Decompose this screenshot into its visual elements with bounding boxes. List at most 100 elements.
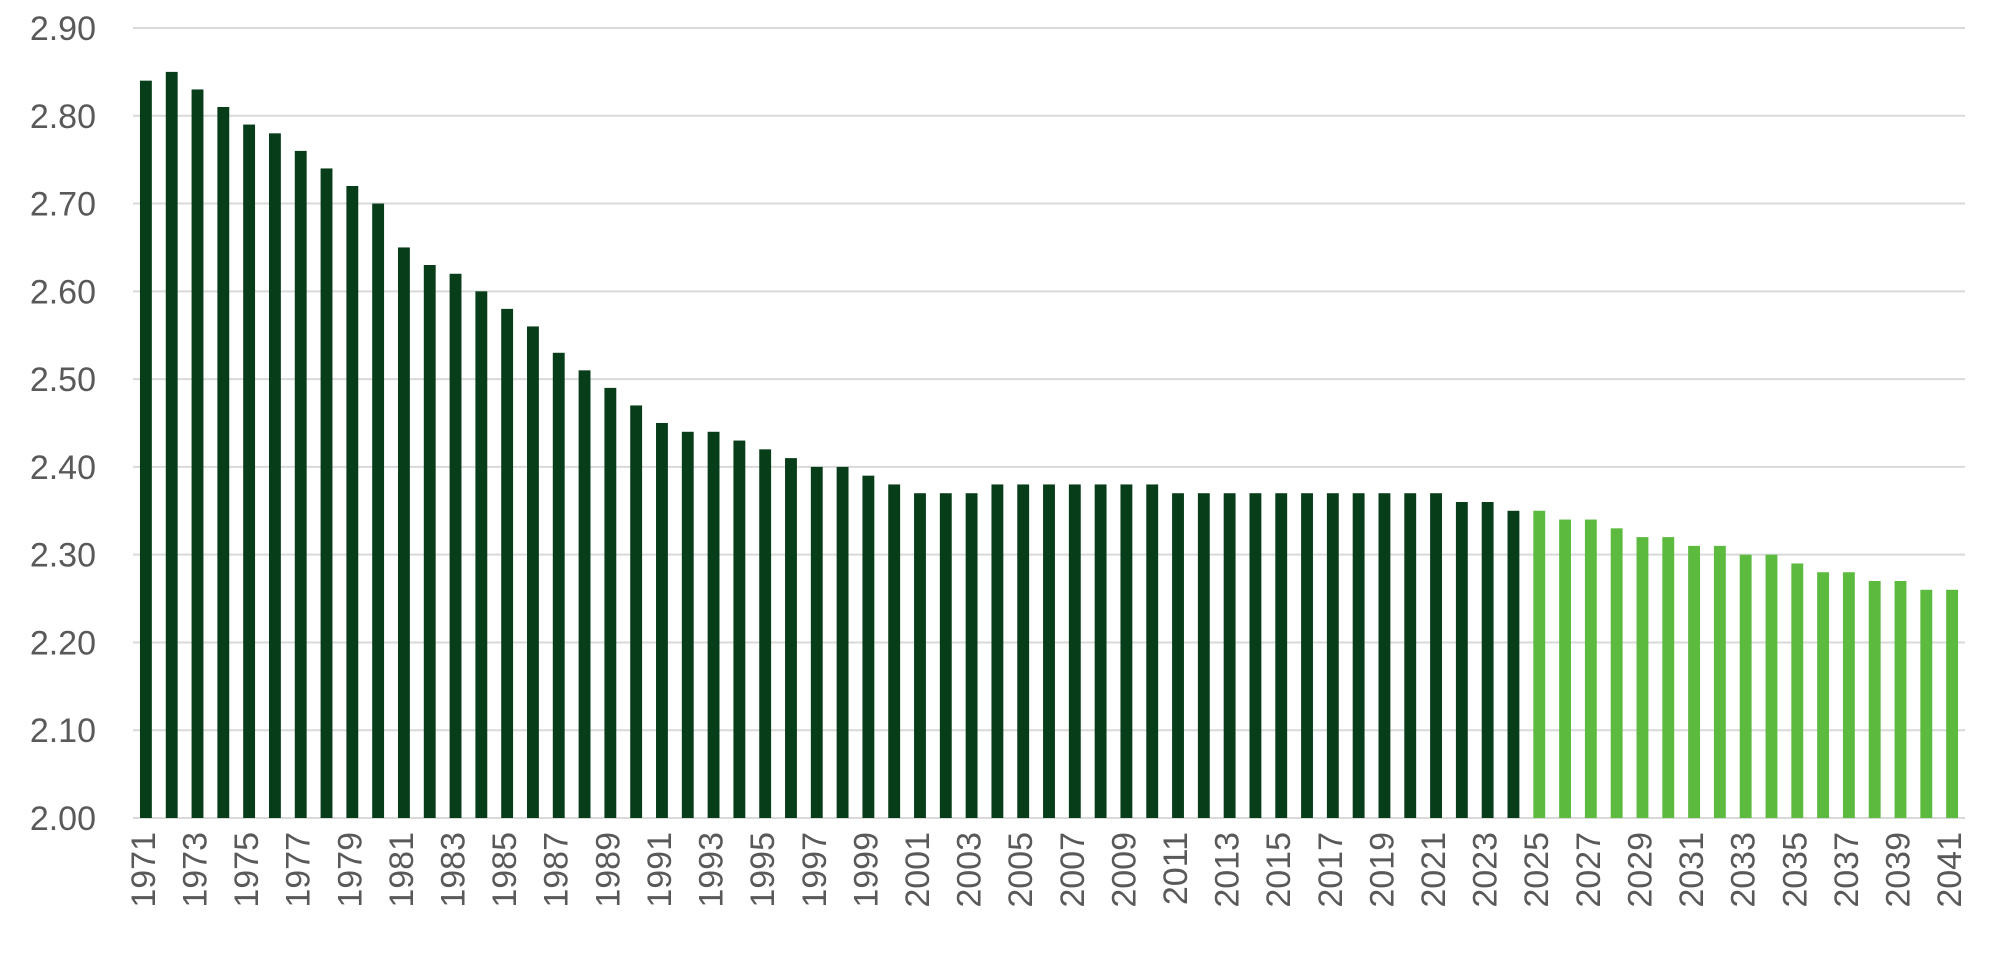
bar-1981	[397, 247, 410, 818]
bar-2000	[888, 484, 901, 818]
x-axis-tick-labels: 1971 1973 1975 1977 1979 1981 1983 1985 1987 1989…	[125, 832, 1969, 908]
bar-1974	[217, 107, 230, 818]
x-tick-label: 2017	[1312, 832, 1350, 908]
x-tick-label: 1993	[693, 832, 731, 908]
bar-2011	[1172, 493, 1184, 818]
y-tick-label: 2.30	[30, 537, 96, 575]
x-tick-label: 2035	[1776, 832, 1814, 908]
x-tick-label: 1991	[641, 832, 679, 908]
y-tick-label: 2.50	[30, 361, 96, 399]
x-tick-label: 2011	[1157, 832, 1195, 905]
bar-1980	[372, 203, 385, 819]
bar-2019	[1378, 493, 1391, 818]
bar-1995	[759, 449, 772, 818]
bar-2030	[1662, 537, 1675, 818]
x-tick-label: 2013	[1209, 832, 1247, 908]
y-tick-label: 2.90	[30, 10, 96, 48]
bar-2020	[1404, 493, 1417, 818]
bar-1994	[733, 440, 746, 818]
bar-2032	[1713, 545, 1726, 818]
x-tick-label: 2009	[1105, 832, 1143, 908]
bar-2027	[1584, 519, 1597, 818]
bar-2039	[1894, 581, 1907, 818]
x-tick-label: 2033	[1725, 832, 1763, 908]
bar-1998	[836, 466, 849, 818]
bar-2009	[1120, 484, 1133, 818]
bar-2036	[1817, 572, 1830, 818]
bar-2038	[1868, 581, 1881, 818]
x-tick-label: 1983	[435, 832, 473, 908]
bar-1985	[501, 308, 514, 818]
bar-1997	[810, 466, 823, 818]
y-tick-label: 2.40	[30, 449, 96, 487]
bar-2023	[1481, 502, 1494, 818]
x-tick-label: 2003	[951, 832, 989, 908]
bar-1973	[191, 89, 204, 818]
bar-2029	[1636, 537, 1649, 818]
bar-2031	[1688, 545, 1701, 818]
bar-1986	[527, 326, 539, 818]
x-tick-label: 1979	[331, 832, 369, 908]
bar-2041	[1946, 589, 1959, 818]
bar-1988	[578, 370, 591, 818]
bar-2008	[1094, 484, 1107, 818]
x-tick-label: 2031	[1673, 832, 1711, 908]
bar-2034	[1765, 554, 1778, 818]
bars	[139, 71, 1959, 819]
x-tick-label: 2005	[1002, 832, 1040, 908]
bar-1999	[862, 475, 875, 818]
bar-2005	[1017, 484, 1030, 818]
x-tick-label: 1997	[796, 832, 834, 908]
bar-1993	[707, 431, 720, 818]
x-tick-label: 2029	[1621, 832, 1659, 908]
bar-2018	[1352, 493, 1365, 818]
x-tick-label: 1999	[847, 832, 885, 908]
x-tick-label: 1989	[589, 832, 627, 908]
bar-2028	[1610, 528, 1623, 818]
x-tick-label: 2041	[1931, 832, 1969, 908]
y-axis-tick-labels: 2.00 2.10 2.20 2.30 2.40 2.50 2.60 2.70 2.80 2.90	[30, 10, 96, 838]
y-tick-label: 2.70	[30, 186, 96, 224]
x-tick-label: 2037	[1828, 832, 1866, 908]
x-tick-label: 2019	[1363, 832, 1401, 908]
gridlines	[133, 27, 1965, 819]
y-tick-label: 2.10	[30, 712, 96, 750]
x-tick-label: 2007	[1054, 832, 1092, 908]
bar-2007	[1068, 484, 1081, 818]
bar-1991	[656, 423, 668, 818]
bar-2035	[1791, 563, 1804, 818]
bar-2025	[1533, 510, 1546, 818]
bar-2015	[1275, 493, 1288, 818]
bar-1982	[423, 265, 436, 818]
bar-1975	[243, 124, 256, 819]
x-tick-label: 1985	[486, 832, 524, 908]
x-tick-label: 2027	[1570, 832, 1608, 908]
bar-2002	[939, 493, 952, 818]
y-tick-label: 2.00	[30, 800, 96, 838]
bar-2040	[1920, 589, 1933, 818]
bar-2033	[1739, 554, 1752, 818]
bar-1987	[552, 352, 565, 818]
bar-1971	[139, 80, 152, 818]
bar-2026	[1559, 519, 1571, 818]
x-tick-label: 1975	[228, 832, 266, 908]
bar-1989	[604, 387, 617, 818]
x-tick-label: 2025	[1518, 832, 1556, 908]
bar-1978	[320, 168, 333, 818]
bar-2013	[1223, 493, 1236, 818]
x-tick-label: 2015	[1260, 832, 1298, 908]
bar-1976	[268, 133, 281, 819]
x-tick-label: 2023	[1467, 832, 1505, 908]
bar-1984	[475, 291, 488, 818]
bar-1972	[165, 71, 178, 818]
bar-1992	[681, 431, 694, 818]
bar-1979	[346, 186, 359, 818]
bar-2012	[1197, 493, 1210, 818]
x-tick-label: 2021	[1415, 832, 1453, 908]
bar-1983	[449, 273, 462, 818]
bar-2014	[1249, 493, 1262, 818]
bar-2001	[914, 493, 926, 818]
bar-2004	[991, 484, 1004, 818]
